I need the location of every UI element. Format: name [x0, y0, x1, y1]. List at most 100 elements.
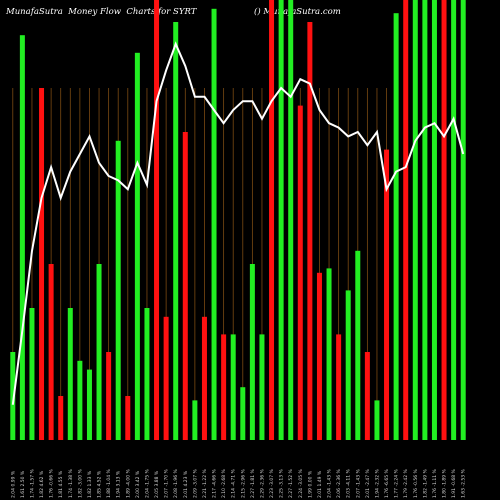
bar: [297, 105, 303, 440]
bar: [211, 8, 217, 441]
bar: [134, 52, 140, 441]
x-tick-label: 2.06 -2.36 %: [336, 468, 342, 498]
bar: [67, 308, 73, 440]
bar: [422, 0, 428, 440]
bar: [412, 0, 418, 440]
bars-group: [10, 0, 466, 441]
x-tick-label: 2.10 -2.68 %: [221, 468, 227, 498]
chart-title-left: MunafaSutra Money Flow Charts for SYRT: [6, 7, 197, 17]
x-tick-label: 2.03 -4.11 %: [346, 468, 352, 498]
x-tick-label: 1.88 -1.04 %: [106, 468, 112, 498]
bar: [259, 334, 265, 440]
x-tick-label: 1.81 4.55 %: [58, 470, 64, 498]
bar: [374, 400, 380, 440]
x-tick-label: 1.74 -1.57 %: [29, 468, 35, 498]
bar: [29, 308, 35, 440]
bar: [307, 22, 313, 440]
x-tick-label: 2.09 -3.07 %: [192, 468, 198, 498]
x-tick-label: 2.04 0.99 %: [10, 470, 16, 498]
x-tick-label: 2.14 -4.71 %: [231, 468, 237, 498]
bar: [345, 290, 351, 440]
bar: [384, 149, 390, 440]
bar: [460, 0, 466, 440]
bar: [393, 13, 399, 440]
bar: [115, 140, 121, 441]
bar: [288, 0, 294, 440]
x-tick-label: 1.80 -1.89 %: [442, 468, 448, 498]
x-tick-label: 1.91 -0.68 %: [451, 468, 457, 498]
bar: [96, 264, 102, 440]
bar: [77, 360, 83, 440]
bar: [10, 352, 16, 440]
x-tick-label: 1.76 -0.66 %: [49, 468, 55, 498]
x-tick-label: 1.99 0.00 %: [307, 470, 313, 498]
bar: [39, 88, 45, 440]
bar: [269, 0, 275, 440]
x-tick-label: 2.01 4.23 %: [183, 470, 189, 498]
x-tick-label: 1.85 4.52 %: [97, 470, 103, 498]
x-tick-label: 1.61 2.50 %: [20, 470, 26, 498]
x-tick-label: 1.76 -0.56 %: [413, 468, 419, 498]
x-tick-label: 2.29 -2.36 %: [259, 468, 265, 498]
x-tick-label: 1.82 4.62 %: [39, 470, 45, 498]
x-tick-label: 2.27 -1.81 %: [250, 468, 256, 498]
x-tick-label: 1.82 -3.00 %: [77, 468, 83, 498]
bar: [403, 0, 409, 440]
bar: [201, 316, 207, 440]
bar: [326, 268, 332, 440]
x-tick-label: 1.82 1.33 %: [87, 470, 93, 498]
x-tick-label: 1.74 -1.38 %: [68, 468, 74, 498]
x-tick-label: 1.94 -2.32 %: [374, 468, 380, 498]
bar: [316, 272, 322, 440]
x-tick-label: 2.01 1.49 %: [317, 470, 323, 498]
bar: [441, 0, 447, 440]
bar: [86, 369, 92, 440]
bar: [144, 308, 150, 440]
bar: [431, 0, 437, 440]
x-tick-label: 2.04 -1.75 %: [144, 468, 150, 498]
bar: [249, 264, 255, 440]
bar: [19, 35, 25, 440]
x-tick-label: 1.76 -6.65 %: [384, 468, 390, 498]
bar: [221, 334, 227, 440]
x-tick-label: 2.24 -3.05 %: [298, 468, 304, 498]
chart-title-right: () MunafaSutra.com: [254, 7, 341, 17]
x-tick-label: 2.07 -1.70 %: [164, 468, 170, 498]
x-tick-label: 2.00 3.42 %: [135, 470, 141, 498]
x-tick-label: 1.77 -2.24 %: [394, 468, 400, 498]
x-tick-label: 1.76 -1.11 %: [432, 468, 438, 498]
bar: [106, 352, 112, 440]
bar: [125, 396, 131, 440]
x-tick-label: 2.05 3.88 %: [154, 470, 160, 498]
bar: [355, 250, 361, 440]
bar: [48, 264, 54, 440]
x-tick-label: 1.82 -1.49 %: [422, 468, 428, 498]
x-tick-label: 1.89 -4.00 %: [125, 468, 131, 498]
bar: [173, 22, 179, 440]
x-tick-label: 2.15 -2.96 %: [240, 468, 246, 498]
bar: [240, 387, 246, 440]
x-tick-label: 2.23 -3.07 %: [269, 468, 275, 498]
bar: [336, 334, 342, 440]
bar: [154, 0, 160, 440]
x-tick-label: 2.01 -2.47 %: [365, 468, 371, 498]
x-tick-label: 2.04 -1.43 %: [327, 468, 333, 498]
x-tick-label: 1.79 -2.42 %: [403, 468, 409, 498]
bar: [192, 400, 198, 440]
money-flow-line: [11, 41, 465, 405]
x-tick-label: 2.25 -3.13 %: [279, 468, 285, 498]
bar: [451, 0, 457, 440]
x-tick-label: 2.21 -1.22 %: [202, 468, 208, 498]
x-tick-label: 1.63 -2.53 %: [461, 468, 467, 498]
bar: [58, 396, 64, 440]
bar: [163, 316, 169, 440]
tick-labels: 2.04 0.99 % 1.61 2.50 % 1.74 -1.57 % 1.82 4…: [10, 468, 466, 498]
x-tick-label: 2.27 -1.52 %: [288, 468, 294, 498]
x-tick-label: 2.08 -1.96 %: [173, 468, 179, 498]
x-tick-label: 1.94 3.13 %: [116, 470, 122, 498]
bar: [230, 334, 236, 440]
x-tick-label: 2.17 -4.66 %: [212, 468, 218, 498]
x-tick-label: 2.07 -1.43 %: [355, 468, 361, 498]
bar: [278, 0, 284, 440]
